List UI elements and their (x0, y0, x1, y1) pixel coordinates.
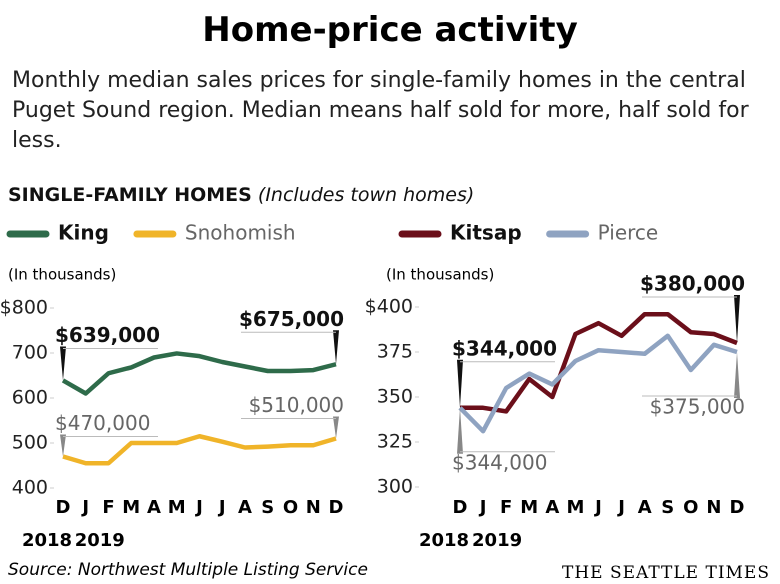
x-tick-label: M (122, 497, 140, 518)
x-tick-label: A (147, 497, 161, 518)
x-tick-label: J (80, 497, 89, 518)
data-label: $344,000 (452, 450, 547, 474)
x-tick-label: D (730, 497, 745, 518)
data-label: $375,000 (650, 395, 745, 419)
legend-label: King (58, 221, 109, 245)
series-line (460, 311, 738, 414)
series-line (458, 333, 738, 434)
x-tick-label: J (217, 497, 226, 518)
label-pointer (333, 416, 339, 439)
y-tick-label: $400 (365, 296, 413, 318)
x-tick-label: F (500, 497, 512, 518)
y-tick-label: 350 (377, 386, 413, 408)
series-line (62, 434, 337, 466)
x-tick-label: N (306, 497, 321, 518)
y-axis-label: (In thousands) (386, 266, 494, 284)
x-tick-label: F (102, 497, 114, 518)
section-heading: SINGLE-FAMILY HOMES (Includes town homes… (8, 184, 474, 206)
label-pointer (734, 295, 740, 343)
x-tick-label: J (194, 497, 203, 518)
y-tick-label: 400 (12, 477, 48, 499)
y-tick-label: 300 (377, 476, 413, 498)
x-tick-label: N (706, 497, 721, 518)
x-tick-label: D (329, 497, 344, 518)
y-tick-label: 375 (377, 341, 413, 363)
x-tick-label: A (638, 497, 652, 518)
label-pointer (60, 434, 66, 457)
x-tick-label: D (453, 497, 468, 518)
x-tick-label: O (683, 497, 698, 518)
x-tick-label: M (520, 497, 538, 518)
year-label: 2019 (472, 530, 522, 551)
label-pointer (457, 407, 463, 454)
credit: THE SEATTLE TIMES (562, 563, 770, 583)
y-tick-label: 325 (377, 431, 413, 453)
source: Source: Northwest Multiple Listing Servi… (8, 560, 368, 580)
data-label: $344,000 (452, 336, 557, 360)
y-tick-label: $800 (0, 297, 48, 319)
year-label: 2018 (419, 530, 469, 551)
data-label: $639,000 (55, 323, 160, 347)
x-tick-label: A (545, 497, 559, 518)
x-tick-label: M (566, 497, 584, 518)
section-title: SINGLE-FAMILY HOMES (8, 184, 252, 206)
label-pointer (333, 330, 339, 365)
x-tick-label: D (56, 497, 71, 518)
year-label: 2019 (75, 530, 125, 551)
data-label: $470,000 (55, 411, 150, 435)
data-label: $510,000 (249, 393, 344, 417)
label-pointer (734, 352, 740, 398)
title: Home-price activity (202, 10, 578, 50)
y-tick-label: 500 (12, 432, 48, 454)
y-tick-label: 600 (12, 387, 48, 409)
data-label: $380,000 (640, 272, 745, 296)
legend-label: Snohomish (185, 221, 296, 245)
series-line (61, 351, 337, 396)
y-axis-label: (In thousands) (8, 266, 116, 284)
data-label: $675,000 (239, 307, 344, 331)
x-tick-label: A (238, 497, 252, 518)
x-tick-label: S (661, 497, 674, 518)
x-tick-label: M (168, 497, 186, 518)
legend-label: Kitsap (450, 221, 522, 245)
section-note: (Includes town homes) (257, 184, 475, 206)
year-label: 2018 (22, 530, 72, 551)
legend-label: Pierce (598, 221, 659, 245)
x-tick-label: J (616, 497, 625, 518)
x-tick-label: J (478, 497, 487, 518)
x-tick-label: S (261, 497, 274, 518)
subtitle: Monthly median sales prices for single-f… (12, 68, 749, 153)
y-tick-label: 700 (12, 342, 48, 364)
x-tick-label: J (593, 497, 602, 518)
label-pointer (60, 346, 66, 381)
x-tick-label: O (283, 497, 298, 518)
label-pointer (457, 359, 463, 408)
